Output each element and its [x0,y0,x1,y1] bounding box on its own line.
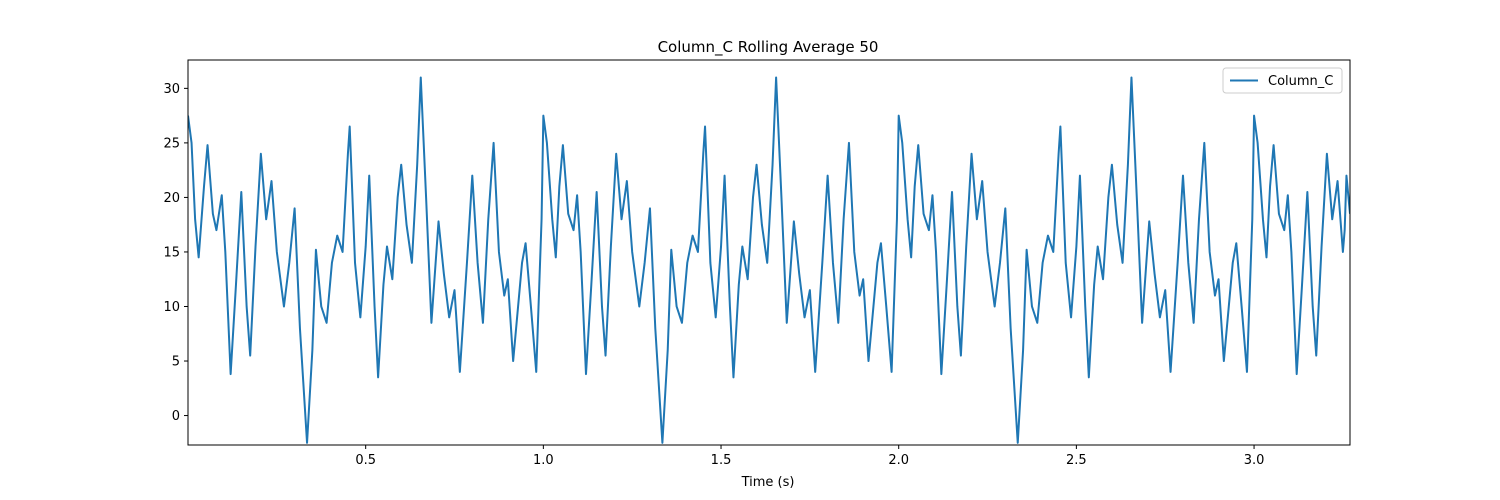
chart-title: Column_C Rolling Average 50 [658,38,879,57]
legend-label: Column_C [1268,74,1333,89]
x-tick-label-2: 1.5 [711,453,732,468]
y-tick-label-1: 5 [172,355,180,370]
x-axis-label: Time (s) [741,475,795,490]
plot-area-frame [187,59,1351,446]
x-tick-label-5: 3.0 [1244,453,1265,468]
y-tick-label-5: 25 [163,136,180,151]
x-tick-label-1: 1.0 [533,453,554,468]
x-tick-label-4: 2.5 [1066,453,1087,468]
series-line-0 [188,76,1350,444]
y-tick-label-2: 10 [163,300,180,315]
y-tick-label-6: 30 [163,82,180,97]
x-tick-label-3: 2.0 [888,453,909,468]
legend: Column_C [1222,67,1343,94]
legend-box [1222,67,1343,94]
x-tick-label-0: 0.5 [355,453,376,468]
y-tick-label-3: 15 [163,245,180,260]
y-tick-label-4: 20 [163,191,180,206]
y-tick-label-0: 0 [172,409,180,424]
